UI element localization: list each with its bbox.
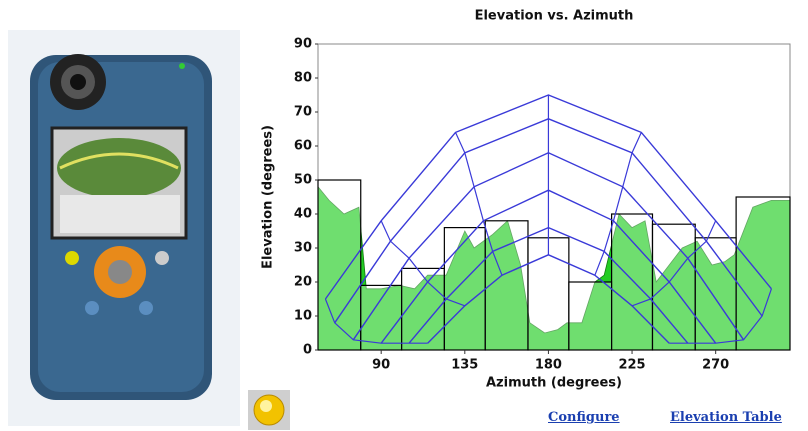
y-tick-label: 30 — [294, 241, 312, 256]
device-photo — [8, 30, 240, 426]
x-axis-label: Azimuth (degrees) — [486, 376, 622, 391]
chart-title: Elevation vs. Azimuth — [475, 9, 634, 24]
elevation-table-link[interactable]: Elevation Table — [670, 410, 782, 425]
page: Elevation vs. Azimuth Elevation (degrees… — [0, 0, 808, 431]
sun-icon — [248, 390, 290, 430]
screen: Elevation vs. Azimuth Elevation (degrees… — [0, 0, 808, 431]
x-tick-label: 135 — [451, 358, 478, 373]
y-tick-label: 90 — [294, 37, 312, 52]
x-tick-label: 270 — [702, 358, 729, 373]
bar — [612, 214, 653, 350]
y-tick-label: 20 — [294, 275, 312, 290]
y-tick-label: 50 — [294, 173, 312, 188]
x-tick-label: 180 — [535, 358, 562, 373]
y-tick-label: 60 — [294, 139, 312, 154]
bar — [361, 285, 402, 350]
y-tick-label: 40 — [294, 207, 312, 222]
y-tick-label: 0 — [303, 343, 312, 358]
bar — [736, 197, 790, 350]
y-axis-label: Elevation (degrees) — [261, 125, 276, 269]
y-tick-label: 10 — [294, 309, 312, 324]
x-tick-label: 225 — [618, 358, 645, 373]
bar — [569, 282, 612, 350]
bar — [318, 180, 361, 350]
configure-link[interactable]: Configure — [548, 410, 620, 425]
y-tick-label: 80 — [294, 71, 312, 86]
y-tick-label: 70 — [294, 105, 312, 120]
x-tick-label: 90 — [372, 358, 390, 373]
bar — [485, 221, 528, 350]
bar — [444, 228, 485, 350]
